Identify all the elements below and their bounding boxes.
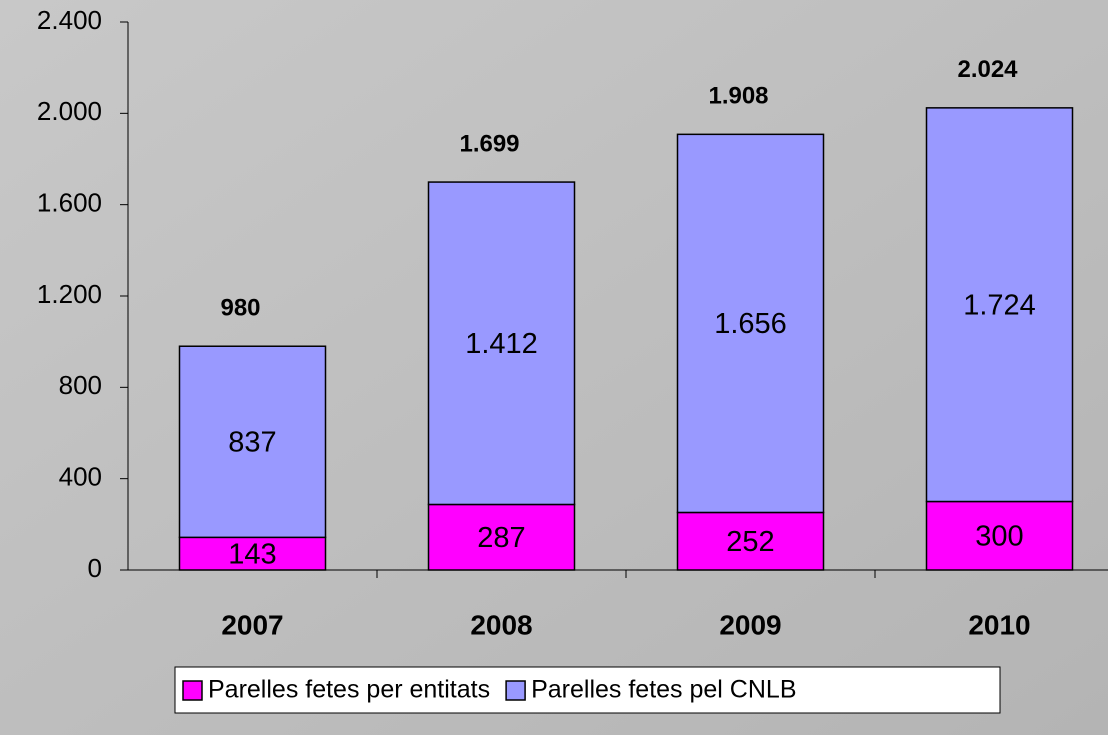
y-tick-label: 0 (88, 553, 102, 583)
data-label: 1.724 (963, 289, 1036, 321)
total-label: 2.024 (957, 56, 1018, 83)
bar-segment (925, 107, 1074, 503)
bar-segment (178, 536, 327, 571)
y-tick-label: 1.200 (37, 279, 102, 309)
data-label: 252 (726, 526, 774, 558)
data-label: 287 (477, 522, 525, 554)
bar-segment (676, 511, 825, 571)
total-label: 1.908 (708, 83, 768, 110)
bar-segment (427, 503, 576, 571)
x-tick-label: 2008 (470, 609, 532, 640)
legend-swatch (505, 680, 526, 701)
y-tick-label: 2.400 (37, 5, 102, 35)
data-label: 1.656 (714, 308, 787, 340)
total-label: 980 (220, 295, 260, 322)
bar-segment (178, 345, 327, 539)
legend-label: Parelles fetes pel CNLB (531, 676, 796, 704)
bar-segment (676, 133, 825, 514)
legend-label: Parelles fetes per entitats (208, 676, 490, 704)
data-label: 143 (228, 538, 276, 570)
data-label: 837 (228, 426, 276, 458)
y-tick-label: 400 (59, 462, 102, 492)
x-tick-label: 2010 (968, 609, 1030, 640)
y-tick-label: 1.600 (37, 188, 102, 218)
y-tick-label: 2.000 (37, 96, 102, 126)
legend-swatch (182, 680, 203, 701)
bar-segment (427, 181, 576, 506)
x-tick-label: 2009 (719, 609, 781, 640)
data-label: 1.412 (465, 328, 538, 360)
total-label: 1.699 (459, 130, 519, 157)
y-tick-label: 800 (59, 370, 102, 400)
legend-box (174, 666, 1001, 714)
data-label: 300 (975, 520, 1023, 552)
x-tick-label: 2007 (221, 609, 283, 640)
